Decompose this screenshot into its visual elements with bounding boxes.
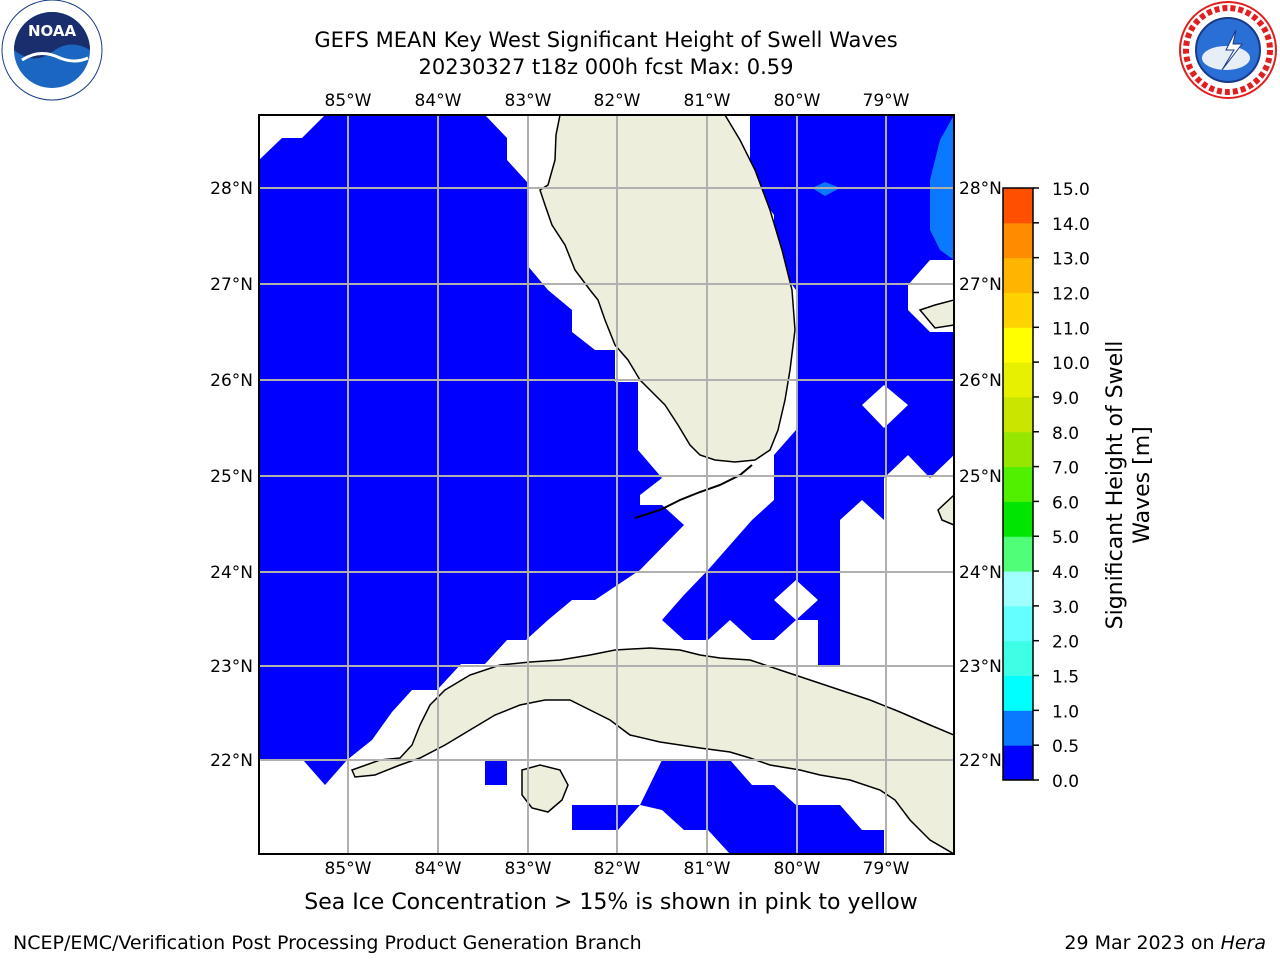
colorbar-segment [1003,431,1033,468]
lat-label-right: 24°N [959,563,1002,583]
colorbar-segment [1003,501,1033,537]
lat-label-left: 28°N [210,179,253,199]
footer-host: Hera [1220,932,1266,954]
lat-label-left: 25°N [210,467,253,487]
footer-date-text: 29 Mar 2023 on [1064,932,1221,954]
cuba-land [350,647,954,854]
colorbar-segment [1003,257,1033,293]
footer-date: 29 Mar 2023 on Hera [1064,932,1266,954]
colorbar-segment [1003,466,1033,502]
colorbar-segment [1003,327,1033,363]
lon-label-top: 82°W [594,91,641,111]
lon-label-top: 84°W [415,91,462,111]
colorbar-tick-label: 5.0 [1052,528,1079,548]
lon-label-top: 85°W [325,91,372,111]
lat-label-left: 27°N [210,275,253,295]
footer-credit: NCEP/EMC/Verification Post Processing Pr… [13,932,642,954]
lon-label-top: 79°W [863,91,910,111]
map-frame [258,114,955,855]
colorbar-label-units: Waves [m] [1130,426,1155,543]
lat-label-left: 23°N [210,657,253,677]
lat-label-right: 25°N [959,467,1002,487]
lat-label-right: 22°N [959,751,1002,771]
lon-label-bottom: 81°W [684,859,731,879]
lat-label-right: 26°N [959,371,1002,391]
colorbar-tick-label: 0.0 [1052,772,1079,792]
colorbar-segment [1003,396,1033,433]
colorbar-tick-label: 11.0 [1052,319,1090,339]
colorbar-segment [1003,362,1033,398]
colorbar-segment [1003,292,1033,328]
swell-height-field [259,115,684,785]
colorbar-ticks: 0.0 0.5 1.0 1.5 2.0 3.0 4.0 5.0 6.0 7.0 8.0 9.0 10.0… [1033,180,1090,792]
colorbar-tick-label: 7.0 [1052,459,1079,479]
colorbar-tick-label: 10.0 [1052,354,1090,374]
colorbar-segment [1003,605,1033,642]
colorbar-tick-label: 15.0 [1052,180,1090,200]
colorbar-frame [1002,187,1034,781]
lon-label-bottom: 80°W [774,859,821,879]
colorbar-tick-label: 6.0 [1052,493,1079,513]
noaa-logo-text: NOAA [28,22,77,40]
colorbar-tick-label: 1.0 [1052,702,1079,722]
colorbar-tick-label: 9.0 [1052,389,1079,409]
lon-label-top: 81°W [684,91,731,111]
lon-label-bottom: 83°W [505,859,552,879]
nws-logo [1179,1,1277,99]
lat-label-left: 24°N [210,563,253,583]
colorbar-segment [1003,536,1033,572]
lon-label-bottom: 84°W [415,859,462,879]
lat-label-right: 23°N [959,657,1002,677]
sea-ice-note: Sea Ice Concentration > 15% is shown in … [304,890,918,915]
colorbar-tick-label: 1.5 [1052,668,1079,688]
florida-land [539,115,796,463]
colorbar-tick-label: 4.0 [1052,563,1079,583]
noaa-logo: NOAA [1,0,103,101]
colorbar-tick-label: 12.0 [1052,284,1090,304]
colorbar-label: Significant Height of Swell [1103,341,1128,630]
lat-label-left: 26°N [210,371,253,391]
colorbar-tick-label: 2.0 [1052,633,1079,653]
lat-label-right: 28°N [959,179,1002,199]
chart-title: GEFS MEAN Key West Significant Height of… [314,28,898,52]
colorbar-segment [1003,710,1033,746]
colorbar-segment [1003,745,1033,781]
colorbar-segment [1003,640,1033,677]
colorbar-tick-label: 14.0 [1052,215,1090,235]
colorbar-segment [1003,675,1033,711]
lon-label-bottom: 85°W [325,859,372,879]
lat-label-right: 27°N [959,275,1002,295]
lon-label-top: 80°W [774,91,821,111]
lon-label-bottom: 82°W [594,859,641,879]
colorbar-tick-label: 0.5 [1052,737,1079,757]
lat-label-left: 22°N [210,751,253,771]
colorbar [1003,188,1033,781]
colorbar-tick-label: 8.0 [1052,424,1079,444]
map-grid [259,115,954,854]
chart-subtitle: 20230327 t18z 000h fcst Max: 0.59 [418,55,794,79]
lon-label-bottom: 79°W [863,859,910,879]
colorbar-tick-label: 13.0 [1052,250,1090,270]
colorbar-segment [1003,188,1033,224]
colorbar-segment [1003,571,1033,607]
colorbar-tick-label: 3.0 [1052,598,1079,618]
lon-label-top: 83°W [505,91,552,111]
colorbar-segment [1003,222,1033,259]
